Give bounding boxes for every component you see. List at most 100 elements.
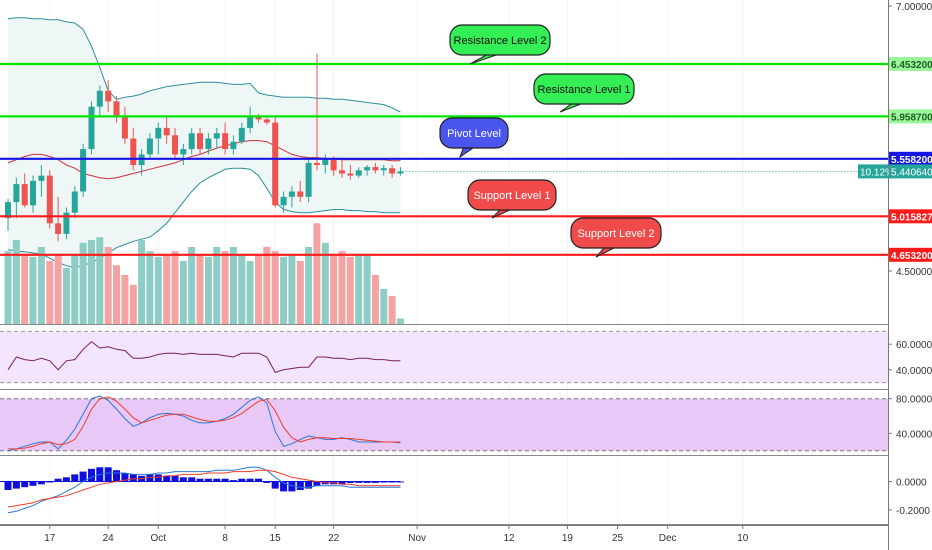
- candle[interactable]: [238, 122, 245, 144]
- candle[interactable]: [205, 133, 212, 155]
- candle[interactable]: [121, 106, 128, 144]
- candle[interactable]: [213, 127, 220, 150]
- price-levels[interactable]: [0, 62, 888, 256]
- callout-label: Resistance Level 2: [454, 35, 547, 47]
- price-tick-label: 7.000000: [896, 2, 932, 13]
- macd-hist-bar: [229, 480, 237, 482]
- macd-hist-bar: [4, 481, 12, 490]
- callout-bubble[interactable]: Support Level 2: [570, 217, 662, 258]
- level-price-tag[interactable]: [889, 57, 932, 71]
- candle[interactable]: [263, 116, 270, 125]
- candle-body: [322, 159, 329, 165]
- candle-body: [180, 149, 187, 155]
- volume-bar: [363, 254, 371, 324]
- level-price-tag[interactable]: [889, 109, 932, 124]
- macd-hist-bar: [338, 481, 346, 485]
- candle-body: [146, 138, 153, 155]
- candle[interactable]: [322, 154, 329, 174]
- callout-bubble[interactable]: Resistance Level 2: [449, 24, 551, 65]
- candle[interactable]: [280, 191, 287, 213]
- candle[interactable]: [313, 53, 320, 171]
- level-callouts[interactable]: Resistance Level 2 Resistance Level 1 Pivo…: [439, 24, 662, 258]
- candle[interactable]: [88, 101, 95, 155]
- candle[interactable]: [63, 207, 70, 240]
- band-fill: [8, 17, 401, 268]
- candle[interactable]: [188, 127, 195, 155]
- candle[interactable]: [305, 159, 312, 203]
- candle[interactable]: [113, 96, 120, 123]
- candle[interactable]: [155, 122, 162, 155]
- volume-bar: [346, 256, 354, 324]
- candle[interactable]: [30, 175, 36, 213]
- candle-body: [288, 191, 295, 197]
- candle[interactable]: [172, 127, 178, 160]
- candle[interactable]: [96, 85, 103, 118]
- rsi-tick-label: 60.0000: [896, 340, 932, 351]
- volume-bar: [46, 261, 54, 324]
- candle[interactable]: [339, 159, 345, 178]
- callout-bubble[interactable]: Resistance Level 1: [533, 73, 635, 113]
- level-price-label: 4.653200: [891, 251, 932, 262]
- volume-bar: [396, 318, 404, 324]
- candle[interactable]: [105, 80, 112, 112]
- callout-bubble[interactable]: Pivot Level: [439, 117, 509, 159]
- candle[interactable]: [163, 117, 170, 144]
- candle[interactable]: [347, 165, 354, 180]
- candle[interactable]: [355, 167, 362, 178]
- candle[interactable]: [372, 162, 379, 174]
- level-price-tag[interactable]: [889, 247, 932, 262]
- candle-body: [88, 106, 95, 150]
- volume-bar: [188, 247, 196, 324]
- candle[interactable]: [146, 133, 153, 160]
- volume-bar: [163, 254, 171, 324]
- candle[interactable]: [5, 198, 11, 231]
- candle-body: [347, 173, 354, 176]
- candle[interactable]: [80, 143, 87, 197]
- candle[interactable]: [222, 122, 229, 155]
- volume-bar: [121, 275, 129, 324]
- candle-body: [230, 141, 237, 150]
- candle[interactable]: [197, 127, 203, 155]
- candle-body: [397, 171, 404, 174]
- candle[interactable]: [13, 177, 20, 218]
- candle[interactable]: [272, 117, 279, 208]
- change-tag: [858, 164, 888, 179]
- volume-bar: [71, 254, 79, 324]
- candle[interactable]: [288, 186, 295, 208]
- volume-bar: [263, 247, 271, 324]
- macd-hist-bar: [154, 474, 162, 482]
- price-axis[interactable]: 7.000000 4.500000 60.0000 40.0000 80.0000 40.…: [858, 0, 932, 550]
- volume-bar: [179, 261, 187, 324]
- macd-line: [7, 466, 401, 514]
- volume-bar: [4, 251, 12, 324]
- candle[interactable]: [46, 170, 53, 229]
- candle[interactable]: [38, 165, 45, 197]
- macd-hist-bar: [371, 481, 379, 483]
- time-tick-label: 15: [270, 533, 282, 544]
- candlesticks[interactable]: [5, 53, 404, 242]
- candle[interactable]: [380, 165, 387, 176]
- volume-bar: [380, 289, 388, 324]
- time-axis[interactable]: 17 24 Oct 8 15 22 Nov 12 19 25 Dec 10: [0, 525, 888, 544]
- candle[interactable]: [247, 106, 254, 134]
- level-price-tag[interactable]: [889, 151, 932, 166]
- candle-body: [38, 175, 45, 181]
- macd-hist-bar: [238, 478, 246, 482]
- time-tick-label: 8: [222, 533, 228, 544]
- macd-hist-bar: [313, 481, 321, 486]
- candle[interactable]: [130, 127, 137, 171]
- last-price-tag[interactable]: [889, 164, 932, 179]
- stoch-tick-label: 80.0000: [896, 395, 932, 406]
- candle[interactable]: [364, 165, 371, 176]
- candle[interactable]: [21, 173, 28, 208]
- rsi-band-fill: [0, 331, 888, 383]
- candle[interactable]: [55, 196, 62, 242]
- candle[interactable]: [180, 143, 187, 165]
- candle[interactable]: [71, 186, 78, 218]
- callout-bubble[interactable]: Support Level 1: [467, 179, 557, 219]
- candle[interactable]: [230, 135, 237, 155]
- candle[interactable]: [297, 180, 304, 203]
- candle[interactable]: [389, 165, 396, 178]
- level-price-tag[interactable]: [889, 209, 932, 224]
